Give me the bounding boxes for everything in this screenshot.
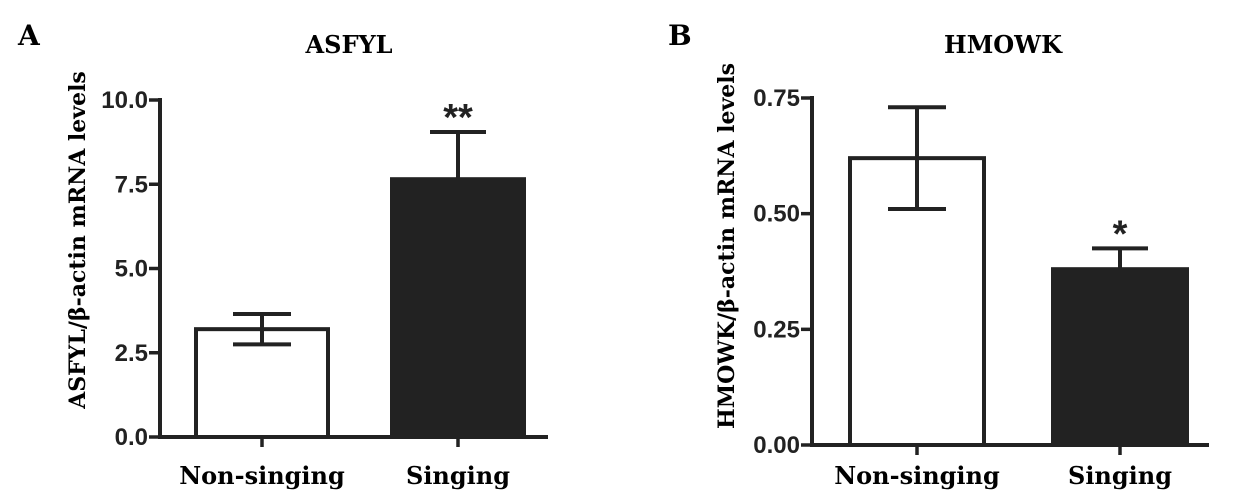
bar-singing <box>1051 267 1189 448</box>
x-tick-label: Singing <box>406 461 510 490</box>
y-axis-label: HMOWK/β-actin mRNA levels <box>714 63 740 429</box>
y-axis-label: ASFYL/β-actin mRNA levels <box>65 71 91 410</box>
x-tick-label: Non-singing <box>834 461 1000 490</box>
y-tick-label: 0.25 <box>753 316 800 343</box>
significance-label: ** <box>443 97 473 139</box>
bar-singing <box>390 177 526 439</box>
y-tick-label: 2.5 <box>115 340 148 367</box>
y-tick-label: 10.0 <box>101 87 148 114</box>
y-tick-label: 0.50 <box>753 201 800 228</box>
chart-title: HMOWK <box>944 30 1063 59</box>
chart-panel-a: A ASFYL ASFYL/β-actin mRNA levels 0.0 2.5 5.0… <box>17 19 548 490</box>
chart-title: ASFYL <box>305 30 393 59</box>
x-tick-label: Non-singing <box>179 461 345 490</box>
significance-label: * <box>1113 213 1128 255</box>
panel-letter: A <box>17 19 41 52</box>
panel-letter: B <box>668 19 692 52</box>
x-tick-label: Singing <box>1068 461 1172 490</box>
y-tick-label: 5.0 <box>115 256 148 283</box>
y-tick-label: 0.00 <box>753 432 800 459</box>
y-tick-label: 0.0 <box>115 424 148 451</box>
y-tick-label: 7.5 <box>115 171 148 198</box>
chart-panel-b: B HMOWK HMOWK/β-actin mRNA levels 0.00 0.25 0… <box>668 19 1209 490</box>
y-tick-label: 0.75 <box>753 85 800 112</box>
